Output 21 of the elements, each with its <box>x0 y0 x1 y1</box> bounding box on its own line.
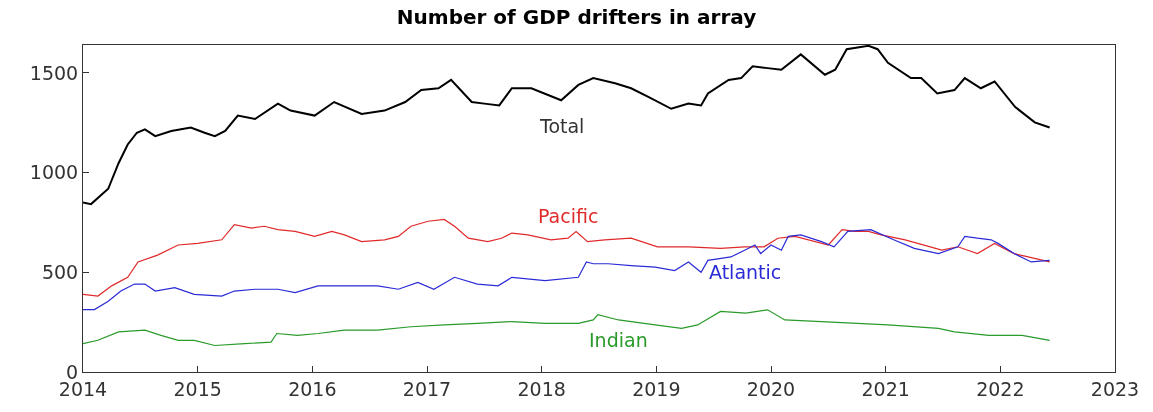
y-tick-label: 500 <box>41 260 79 283</box>
y-tick-label: 1000 <box>29 161 79 184</box>
x-tick-label: 2015 <box>173 377 222 400</box>
x-tick-label: 2019 <box>632 377 681 400</box>
line-series <box>83 309 1051 347</box>
y-tick-label: 1500 <box>29 61 79 84</box>
x-tick-label: 2020 <box>746 377 796 400</box>
x-tick-label: 2021 <box>861 377 910 400</box>
x-tick-label: 2022 <box>976 377 1025 400</box>
line-series <box>83 229 1051 311</box>
x-tick-label: 2017 <box>402 377 452 400</box>
series-label: Total <box>539 115 585 137</box>
y-tick-label: 0 <box>66 360 79 383</box>
x-tick-label: 2018 <box>517 377 566 400</box>
chart-title: Number of GDP drifters in array <box>396 5 757 30</box>
line-series <box>83 45 1051 206</box>
series-label: Atlantic <box>709 261 782 283</box>
series-label: Indian <box>589 329 648 351</box>
x-tick-label: 2016 <box>288 377 337 400</box>
series-label: Pacific <box>538 205 599 227</box>
x-tick-label: 2023 <box>1090 377 1140 400</box>
